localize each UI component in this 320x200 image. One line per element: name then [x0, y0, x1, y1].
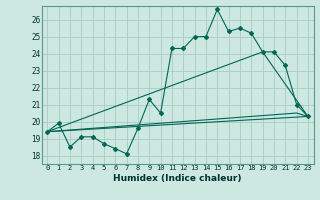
X-axis label: Humidex (Indice chaleur): Humidex (Indice chaleur): [113, 174, 242, 183]
